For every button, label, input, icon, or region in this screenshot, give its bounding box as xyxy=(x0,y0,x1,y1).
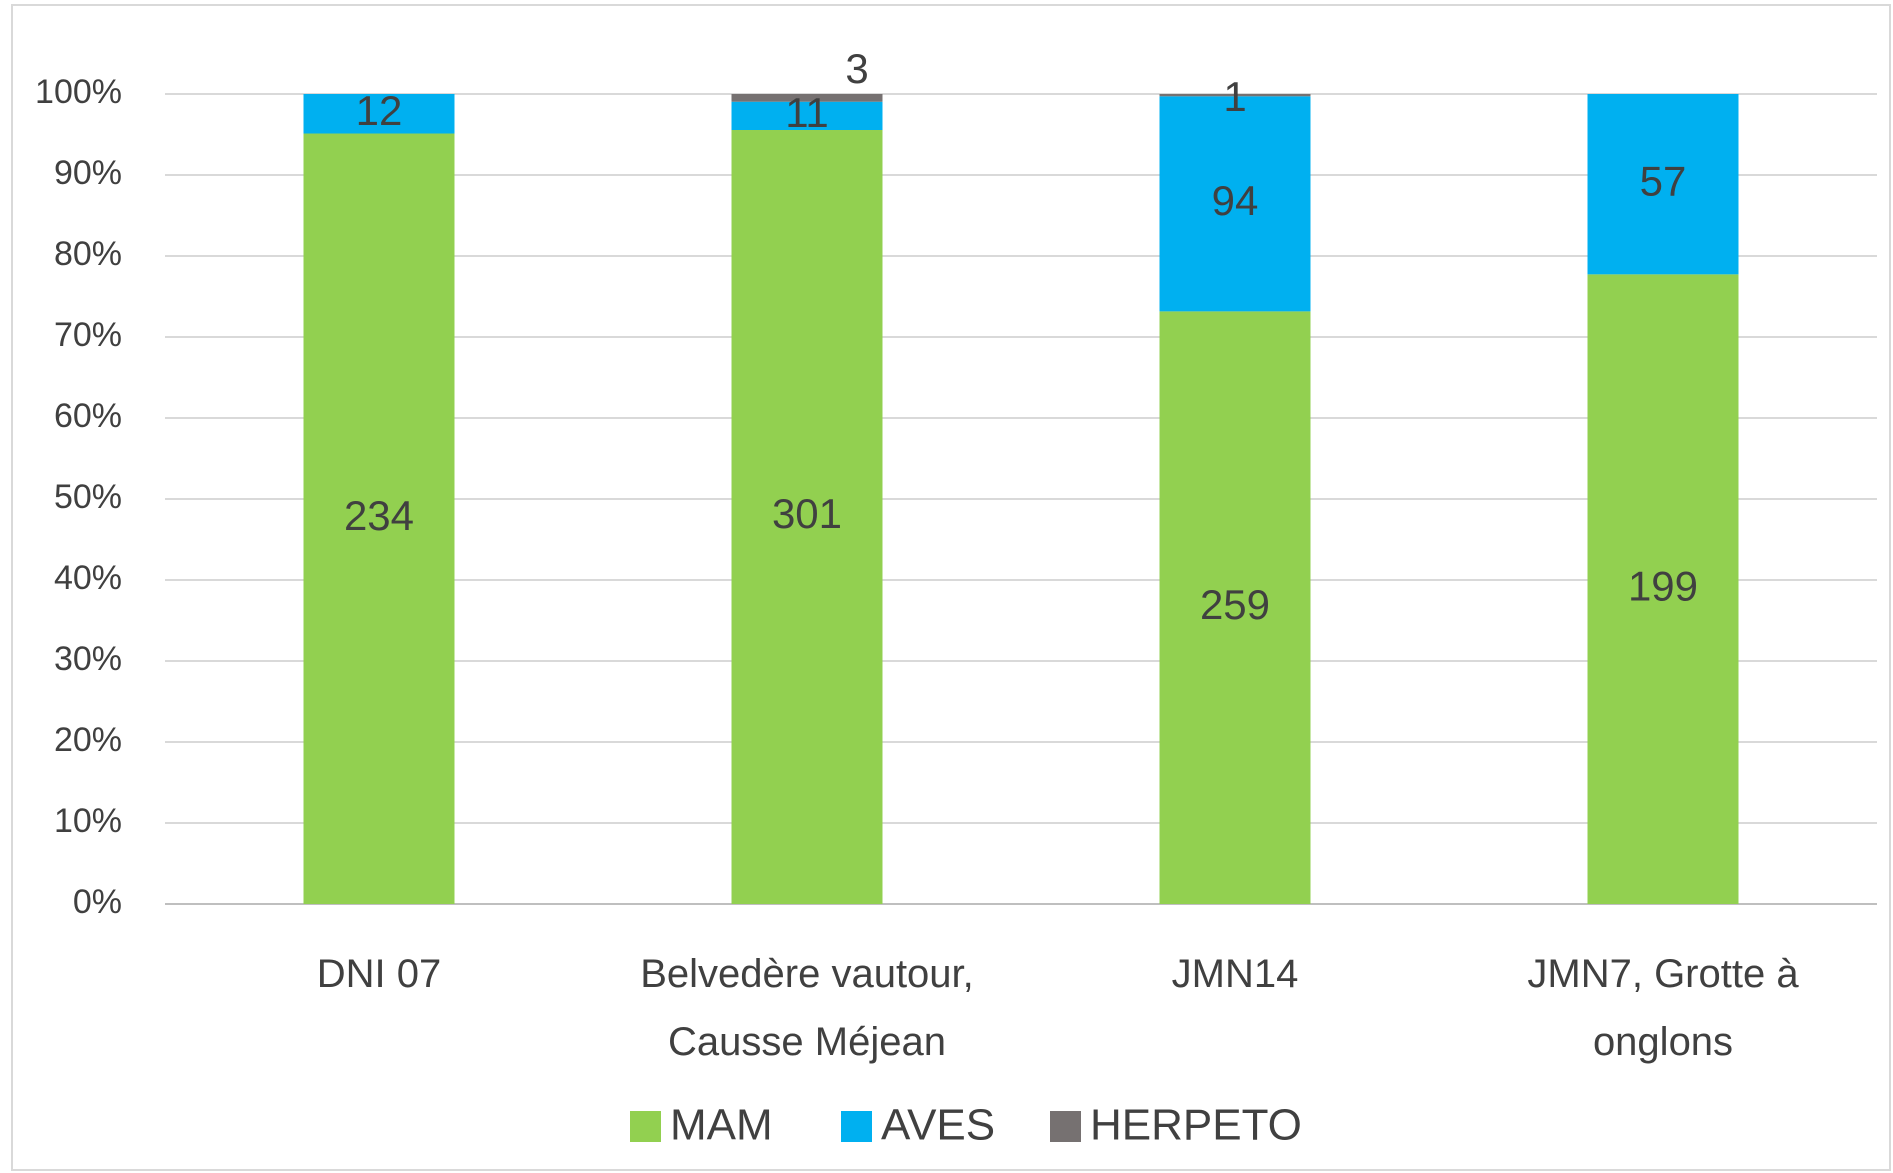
y-tick-label: 80% xyxy=(54,235,122,273)
y-tick-label: 30% xyxy=(54,640,122,678)
bar-segment xyxy=(1159,311,1311,904)
chart-border xyxy=(11,4,1891,1171)
bar-segment xyxy=(1159,94,1311,97)
bar-segment xyxy=(1587,94,1739,275)
data-label: 301 xyxy=(772,490,842,537)
legend-label: MAM xyxy=(670,1101,773,1150)
x-tick-label: Belvedère vautour, Causse Méjean xyxy=(640,952,974,1064)
data-label: 57 xyxy=(1640,157,1687,204)
y-tick-label: 90% xyxy=(54,154,122,192)
bar-segment xyxy=(1587,274,1739,904)
data-label: 199 xyxy=(1628,562,1698,609)
legend-swatch xyxy=(630,1111,661,1142)
legend-swatch xyxy=(1050,1111,1081,1142)
y-tick-label: 0% xyxy=(73,883,122,921)
data-label: 12 xyxy=(356,87,403,134)
data-label: 259 xyxy=(1200,581,1270,628)
x-tick-label: DNI 07 xyxy=(316,952,442,996)
data-label: 1 xyxy=(1223,73,1246,120)
data-label: 11 xyxy=(785,89,829,136)
bar-segment xyxy=(731,101,883,130)
data-label: 94 xyxy=(1212,177,1259,224)
x-tick-label: JMN14 xyxy=(1171,952,1299,996)
y-tick-label: 100% xyxy=(35,73,122,111)
y-tick-label: 60% xyxy=(54,397,122,435)
y-tick-label: 10% xyxy=(54,802,122,840)
legend-label: HERPETO xyxy=(1090,1101,1302,1150)
bar-segment xyxy=(1159,96,1311,312)
y-tick-label: 50% xyxy=(54,478,122,516)
y-tick-label: 20% xyxy=(54,721,122,759)
bar-segment xyxy=(303,133,455,904)
data-label: 234 xyxy=(344,492,414,539)
bar-segment xyxy=(731,130,883,904)
bar-segment xyxy=(303,94,455,134)
legend-label: AVES xyxy=(881,1101,995,1150)
bar-segment xyxy=(731,94,883,102)
x-tick-label: JMN7, Grotte à onglons xyxy=(1527,952,1799,1064)
y-tick-label: 70% xyxy=(54,316,122,354)
legend-swatch xyxy=(841,1111,872,1142)
data-label: 3 xyxy=(845,45,868,92)
y-tick-label: 40% xyxy=(54,559,122,597)
